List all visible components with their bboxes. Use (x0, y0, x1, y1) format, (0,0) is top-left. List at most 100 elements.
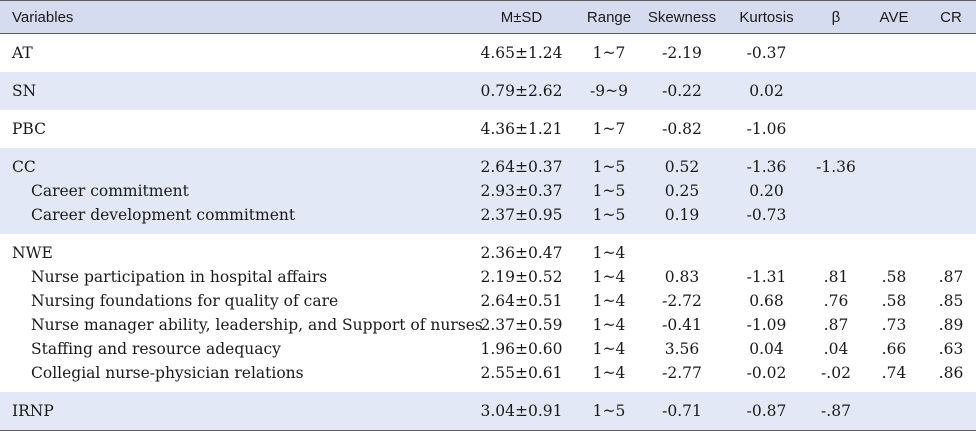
cell-variable: Career commitment (0, 179, 466, 203)
table-group: NWE 2.36±0.47 1~4 Nurse participation in… (0, 234, 976, 392)
cell-kurtosis: -0.02 (723, 361, 810, 392)
cell-variable: Collegial nurse-physician relations (0, 361, 466, 392)
header-cr: CR (926, 0, 976, 34)
table-row: CC 2.64±0.37 1~5 0.52 -1.36 -1.36 (0, 148, 976, 179)
header-mean-sd: M±SD (466, 0, 577, 34)
cell-cr (926, 203, 976, 234)
cell-mean-sd: 2.55±0.61 (466, 361, 577, 392)
cell-range: 1~4 (577, 313, 641, 337)
cell-range: 1~4 (577, 265, 641, 289)
cell-range: 1~4 (577, 337, 641, 361)
cell-kurtosis: 0.20 (723, 179, 810, 203)
cell-range: 1~5 (577, 179, 641, 203)
cell-beta: -.87 (810, 392, 862, 431)
table-group: CC 2.64±0.37 1~5 0.52 -1.36 -1.36 Career… (0, 148, 976, 234)
cell-skewness: -0.71 (641, 392, 723, 431)
cell-ave: .58 (862, 289, 926, 313)
cell-ave (862, 33, 926, 72)
cell-mean-sd: 3.04±0.91 (466, 392, 577, 431)
cell-ave (862, 72, 926, 110)
cell-mean-sd: 2.64±0.37 (466, 148, 577, 179)
cell-beta (810, 234, 862, 265)
table-header: Variables M±SD Range Skewness Kurtosis β… (0, 0, 976, 34)
cell-skewness: 3.56 (641, 337, 723, 361)
cell-cr (926, 179, 976, 203)
table-group: PBC 4.36±1.21 1~7 -0.82 -1.06 (0, 110, 976, 148)
cell-ave: .74 (862, 361, 926, 392)
cell-kurtosis: 0.04 (723, 337, 810, 361)
cell-variable: Career development commitment (0, 203, 466, 234)
cell-variable: CC (0, 148, 466, 179)
table-group: AT 4.65±1.24 1~7 -2.19 -0.37 (0, 33, 976, 72)
cell-kurtosis: 0.02 (723, 72, 810, 110)
cell-ave (862, 203, 926, 234)
cell-cr: .63 (926, 337, 976, 361)
cell-range: -9~9 (577, 72, 641, 110)
header-variables: Variables (0, 0, 466, 34)
cell-cr (926, 72, 976, 110)
cell-cr (926, 148, 976, 179)
cell-beta (810, 33, 862, 72)
cell-kurtosis: -0.73 (723, 203, 810, 234)
cell-variable: PBC (0, 110, 466, 148)
table-group: SN 0.79±2.62 -9~9 -0.22 0.02 (0, 72, 976, 110)
cell-ave: .58 (862, 265, 926, 289)
cell-cr: .86 (926, 361, 976, 392)
header-beta: β (810, 0, 862, 34)
cell-skewness: -2.77 (641, 361, 723, 392)
cell-beta (810, 203, 862, 234)
cell-range: 1~4 (577, 234, 641, 265)
table-row: AT 4.65±1.24 1~7 -2.19 -0.37 (0, 33, 976, 72)
table-row: Nurse manager ability, leadership, and S… (0, 313, 976, 337)
table-row: Collegial nurse-physician relations 2.55… (0, 361, 976, 392)
cell-ave (862, 110, 926, 148)
cell-cr: .85 (926, 289, 976, 313)
cell-cr (926, 110, 976, 148)
cell-skewness: -0.22 (641, 72, 723, 110)
cell-cr (926, 234, 976, 265)
cell-cr: .89 (926, 313, 976, 337)
cell-mean-sd: 2.64±0.51 (466, 289, 577, 313)
cell-beta: -1.36 (810, 148, 862, 179)
cell-variable: AT (0, 33, 466, 72)
cell-beta: .87 (810, 313, 862, 337)
table-row: Staffing and resource adequacy 1.96±0.60… (0, 337, 976, 361)
cell-variable: Nurse participation in hospital affairs (0, 265, 466, 289)
cell-skewness: -0.41 (641, 313, 723, 337)
cell-mean-sd: 4.65±1.24 (466, 33, 577, 72)
cell-kurtosis: -1.31 (723, 265, 810, 289)
table-row: PBC 4.36±1.21 1~7 -0.82 -1.06 (0, 110, 976, 148)
table-row: IRNP 3.04±0.91 1~5 -0.71 -0.87 -.87 (0, 392, 976, 431)
cell-range: 1~5 (577, 148, 641, 179)
header-row: Variables M±SD Range Skewness Kurtosis β… (0, 0, 976, 34)
cell-variable: IRNP (0, 392, 466, 431)
cell-range: 1~4 (577, 361, 641, 392)
cell-mean-sd: 2.37±0.95 (466, 203, 577, 234)
cell-ave (862, 234, 926, 265)
cell-cr (926, 392, 976, 431)
cell-mean-sd: 2.19±0.52 (466, 265, 577, 289)
cell-beta (810, 110, 862, 148)
table-row: Career commitment 2.93±0.37 1~5 0.25 0.2… (0, 179, 976, 203)
cell-mean-sd: 2.36±0.47 (466, 234, 577, 265)
cell-cr: .87 (926, 265, 976, 289)
table-row: Career development commitment 2.37±0.95 … (0, 203, 976, 234)
cell-range: 1~5 (577, 392, 641, 431)
header-ave: AVE (862, 0, 926, 34)
header-skewness: Skewness (641, 0, 723, 34)
cell-variable: Nursing foundations for quality of care (0, 289, 466, 313)
cell-mean-sd: 0.79±2.62 (466, 72, 577, 110)
header-kurtosis: Kurtosis (723, 0, 810, 34)
cell-kurtosis: -1.36 (723, 148, 810, 179)
cell-cr (926, 33, 976, 72)
cell-mean-sd: 2.93±0.37 (466, 179, 577, 203)
cell-kurtosis: -1.06 (723, 110, 810, 148)
cell-kurtosis: -1.09 (723, 313, 810, 337)
cell-ave (862, 148, 926, 179)
cell-variable: NWE (0, 234, 466, 265)
cell-kurtosis: -0.87 (723, 392, 810, 431)
cell-skewness: -2.19 (641, 33, 723, 72)
table-row: NWE 2.36±0.47 1~4 (0, 234, 976, 265)
cell-beta (810, 72, 862, 110)
cell-beta: -.02 (810, 361, 862, 392)
